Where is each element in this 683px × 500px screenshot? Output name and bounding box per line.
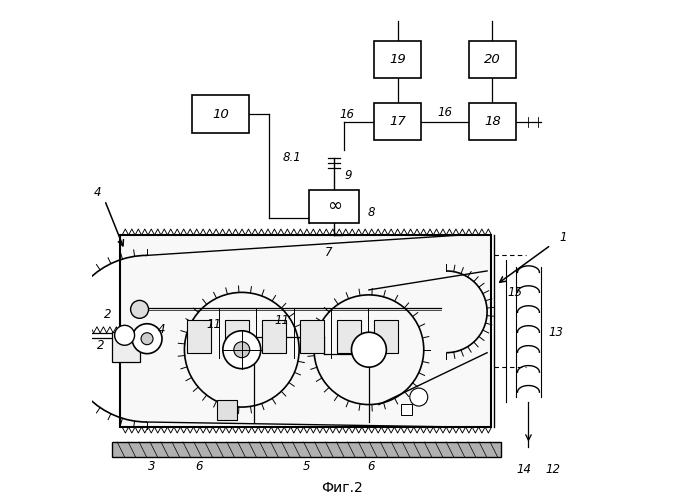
Text: 15: 15 [507,286,522,299]
Text: ∞: ∞ [326,198,342,216]
Text: 4: 4 [158,324,166,336]
Bar [337,320,361,353]
Text: 14: 14 [516,463,531,476]
Bar [262,320,286,353]
Text: 1: 1 [559,231,567,244]
Bar [309,190,359,222]
Text: 2: 2 [104,308,112,321]
Circle shape [130,300,148,318]
Text: 16: 16 [339,108,354,120]
Text: 10: 10 [212,108,229,120]
Bar [374,320,398,353]
Circle shape [410,388,428,406]
Text: 7: 7 [325,246,333,259]
Text: 12: 12 [546,463,561,476]
Bar [120,235,491,427]
Text: 2: 2 [98,340,105,352]
Text: 6: 6 [367,460,375,473]
Bar [374,103,421,141]
Text: 3: 3 [148,460,156,473]
Text: 13: 13 [548,326,563,339]
Text: 17: 17 [389,115,406,128]
Text: 9: 9 [344,168,352,181]
Circle shape [141,332,153,344]
Bar [192,96,249,133]
Bar [112,332,139,362]
Bar [469,40,516,78]
Bar [300,320,324,353]
Text: 18: 18 [484,115,501,128]
Bar [225,320,249,353]
Bar [112,442,501,457]
Circle shape [132,324,162,354]
Bar [217,400,237,419]
Text: 8: 8 [367,206,375,220]
Text: 19: 19 [389,53,406,66]
Bar [187,320,211,353]
Text: 6: 6 [195,460,203,473]
Circle shape [234,342,250,357]
Text: 8.1: 8.1 [282,152,301,164]
Text: 11: 11 [207,318,222,331]
Text: 20: 20 [484,53,501,66]
Circle shape [223,331,261,368]
Bar [374,40,421,78]
Text: 16: 16 [438,106,452,119]
Text: 5: 5 [303,460,310,473]
Text: 4: 4 [94,186,101,199]
Circle shape [352,332,387,367]
Bar [402,404,413,414]
Circle shape [115,326,135,345]
Text: Фиг.2: Фиг.2 [320,482,363,496]
Text: 11: 11 [274,314,289,327]
Bar [469,103,516,141]
